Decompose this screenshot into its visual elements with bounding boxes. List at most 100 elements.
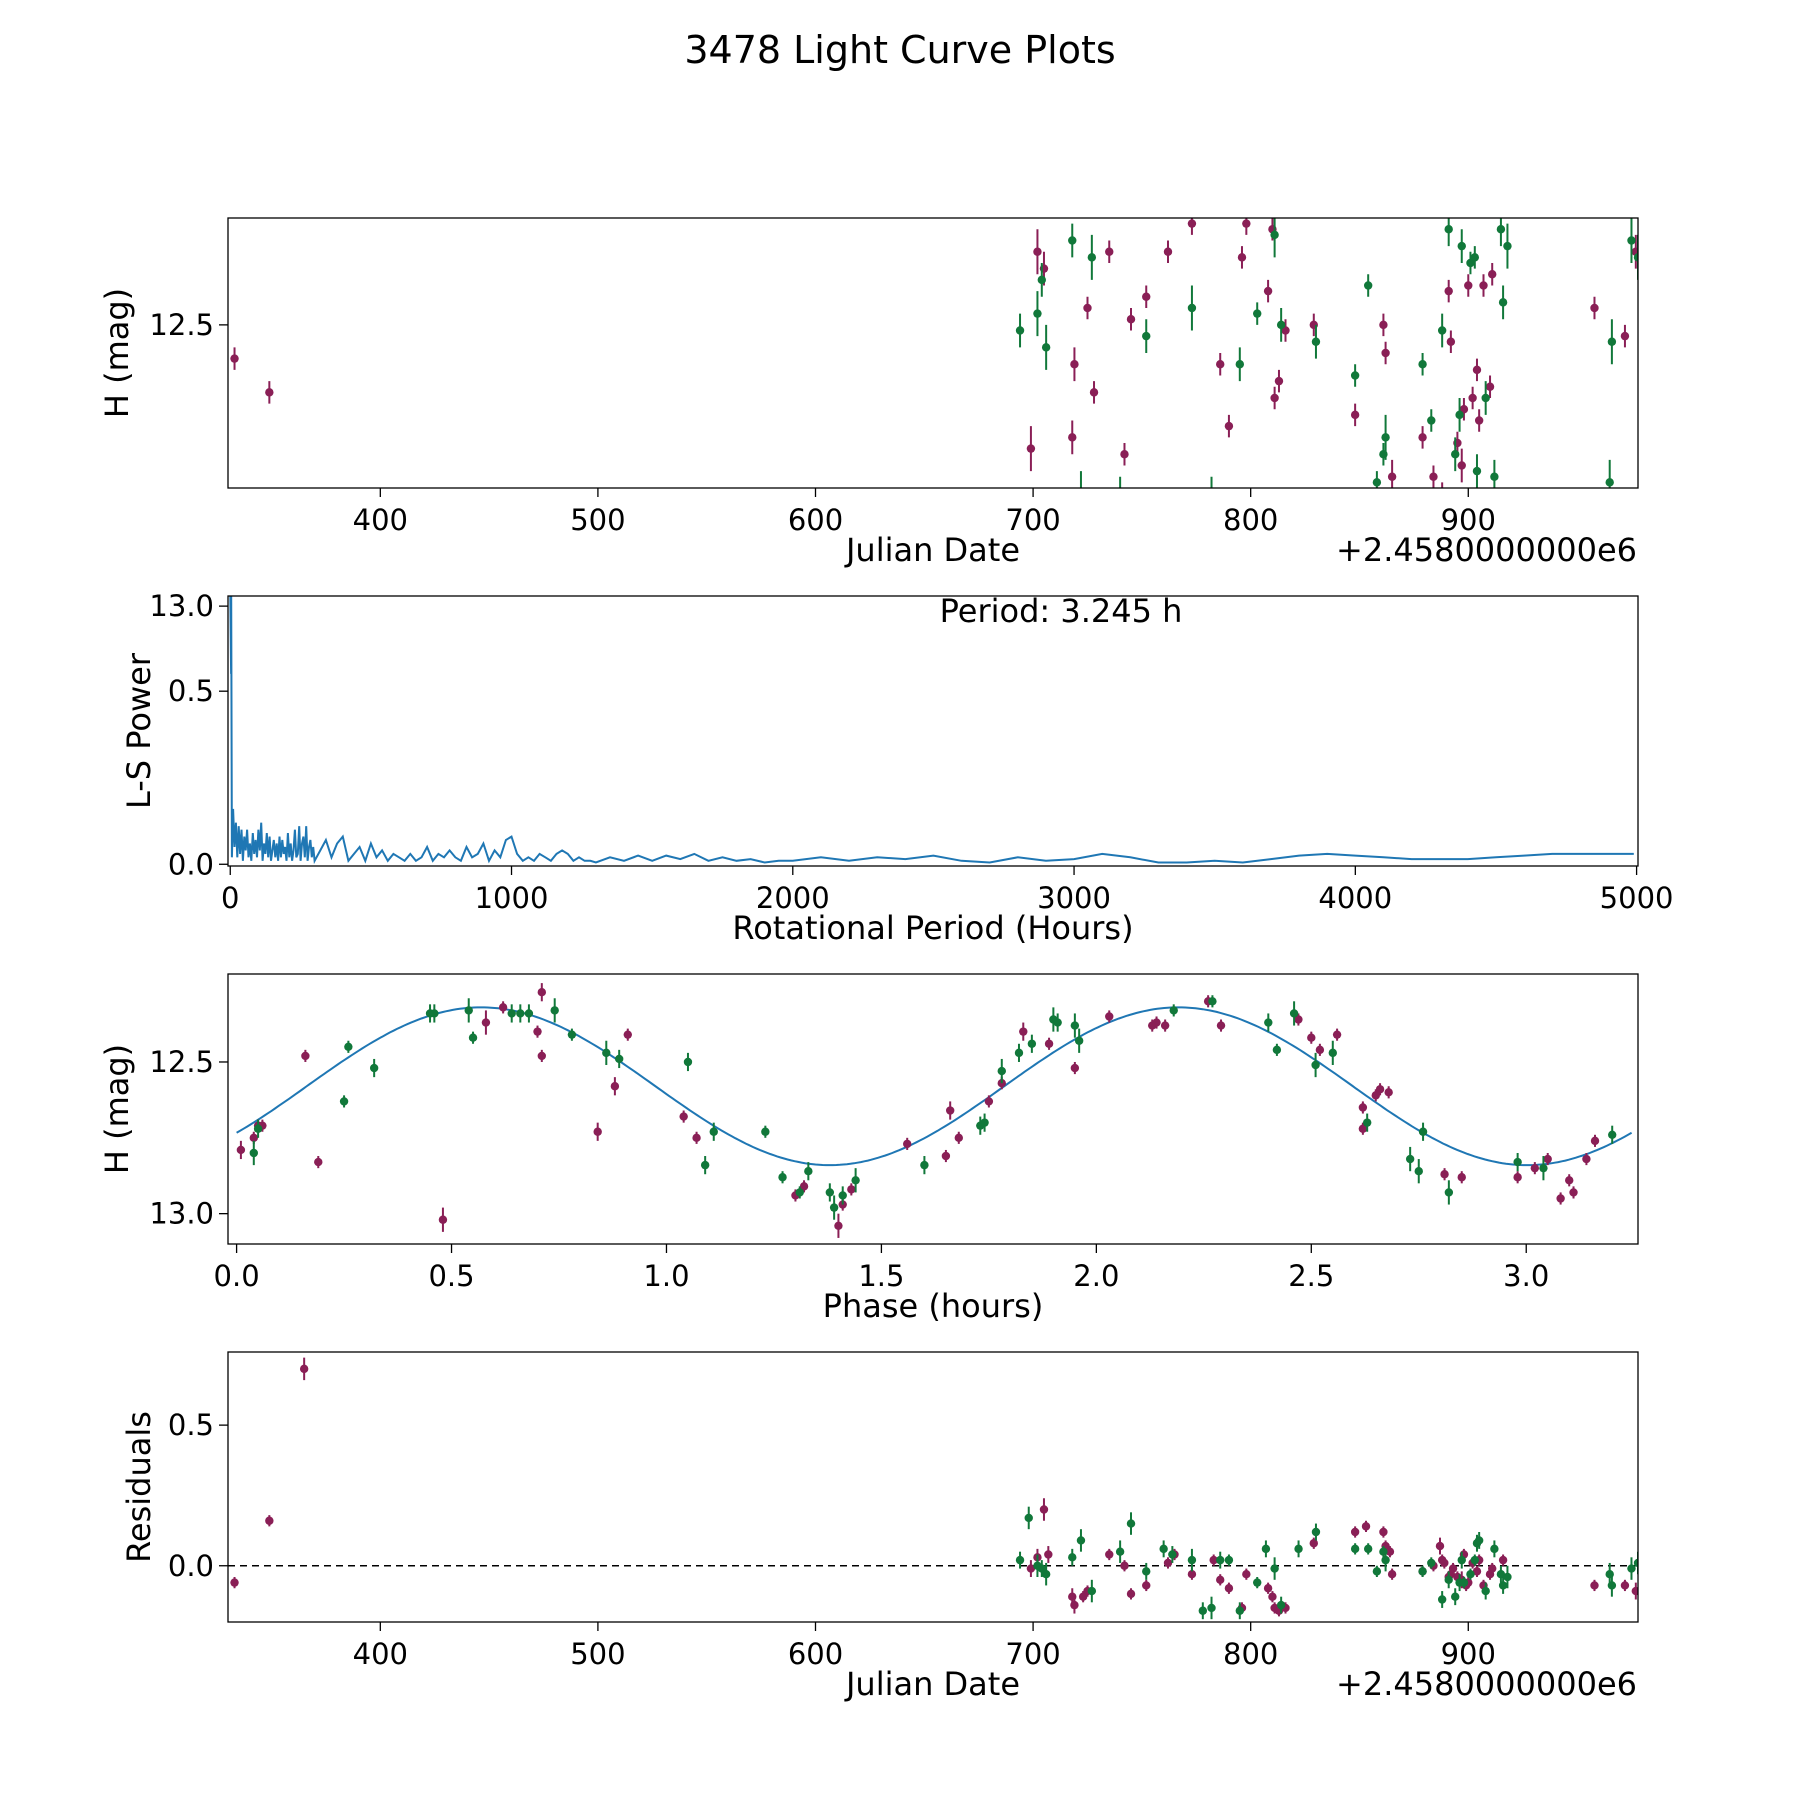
lightcurve-point bbox=[1503, 241, 1512, 251]
lightcurve-point bbox=[1607, 337, 1617, 346]
lightcurve-point bbox=[1311, 337, 1321, 346]
phased-point bbox=[1457, 1173, 1466, 1182]
periodogram-xtick-label: 3000 bbox=[1037, 881, 1111, 915]
residuals-point bbox=[1427, 1558, 1436, 1568]
residuals-point bbox=[1418, 1567, 1427, 1576]
residuals-point bbox=[1361, 1522, 1371, 1531]
lightcurve-point bbox=[1633, 253, 1638, 262]
residuals-point bbox=[1498, 1581, 1508, 1590]
phased-point bbox=[344, 1042, 353, 1052]
lightcurve-point bbox=[1168, 512, 1176, 520]
residuals-xlabel: Julian Date bbox=[844, 1665, 1020, 1703]
phased-xtick-label: 1.5 bbox=[858, 1259, 904, 1293]
residuals-point bbox=[1459, 1578, 1469, 1587]
lightcurve-point bbox=[1235, 360, 1245, 369]
lightcurve-point bbox=[1224, 421, 1234, 431]
phased-point bbox=[1530, 1163, 1540, 1173]
phased-point bbox=[1582, 1154, 1591, 1164]
residuals-xtick-label: 700 bbox=[1005, 1637, 1060, 1671]
phased-point bbox=[610, 1082, 620, 1091]
residuals-point bbox=[1387, 1569, 1397, 1579]
lightcurve-point bbox=[1263, 286, 1273, 296]
residuals-point bbox=[1457, 1555, 1466, 1565]
phased-point bbox=[709, 1127, 718, 1136]
lightcurve-point bbox=[1025, 540, 1033, 548]
phased-point bbox=[481, 1018, 491, 1027]
residuals-point bbox=[1372, 1567, 1382, 1576]
phased-point bbox=[1569, 1188, 1578, 1197]
lightcurve-point bbox=[1437, 326, 1447, 335]
phased-point bbox=[1307, 1033, 1316, 1042]
lightcurve-point bbox=[1488, 270, 1497, 279]
phased-point bbox=[498, 1003, 508, 1012]
residuals-point bbox=[1496, 1569, 1506, 1579]
residuals-point bbox=[1068, 1553, 1077, 1562]
lightcurve-point bbox=[1590, 303, 1599, 313]
residuals-point bbox=[1363, 1544, 1373, 1554]
phased-point bbox=[1311, 1060, 1320, 1070]
phased-point bbox=[537, 988, 547, 997]
residuals-point bbox=[1309, 1539, 1318, 1548]
phased-point bbox=[1208, 997, 1217, 1006]
lightcurve-point bbox=[1481, 393, 1490, 403]
residuals-point bbox=[1263, 1584, 1273, 1593]
residuals-point bbox=[230, 1578, 239, 1587]
phased-point bbox=[533, 1027, 542, 1036]
phased-points bbox=[236, 983, 1617, 1238]
residuals-point bbox=[1070, 1600, 1079, 1610]
residuals-point bbox=[1087, 1586, 1097, 1596]
lightcurve-point bbox=[1362, 591, 1370, 599]
periodogram-xtick-label: 0 bbox=[221, 881, 239, 915]
lightcurve-xtick-label: 800 bbox=[1223, 503, 1278, 537]
phased-ytick-label: 12.5 bbox=[149, 1045, 214, 1079]
lightcurve-point bbox=[1479, 281, 1488, 290]
lightcurve-point bbox=[1087, 253, 1097, 262]
lightcurve-point bbox=[1472, 466, 1482, 476]
lightcurve-point bbox=[1418, 433, 1427, 442]
phased-point bbox=[984, 1097, 994, 1106]
lightcurve-point bbox=[1444, 286, 1453, 296]
lightcurve-point bbox=[1083, 303, 1092, 313]
lightcurve-point bbox=[1381, 348, 1390, 358]
residuals-ticks: 400 500 600 700 800 900 0.0 0.5 bbox=[168, 1408, 1496, 1671]
lightcurve-point bbox=[1041, 343, 1051, 352]
phased-point bbox=[903, 1139, 912, 1149]
residuals-point bbox=[1253, 1578, 1262, 1587]
residuals-point bbox=[1276, 1600, 1286, 1610]
lightcurve-xtick-label: 500 bbox=[570, 503, 625, 537]
lightcurve-points bbox=[230, 218, 1638, 599]
phased-axes-frame bbox=[227, 973, 1639, 1245]
residuals-point bbox=[1451, 1592, 1460, 1601]
residuals-marks bbox=[228, 1357, 1638, 1620]
lightcurve-point bbox=[230, 354, 239, 363]
phased-point bbox=[1264, 1018, 1273, 1027]
phased-point bbox=[997, 1066, 1006, 1076]
periodogram-xlabel: Rotational Period (Hours) bbox=[732, 909, 1133, 947]
phased-point bbox=[997, 1079, 1006, 1088]
lightcurve-marks bbox=[230, 218, 1638, 599]
lightcurve-point bbox=[1379, 320, 1388, 330]
residuals-point bbox=[1590, 1581, 1599, 1590]
residuals-point bbox=[1503, 1572, 1512, 1582]
residuals-point bbox=[1026, 1564, 1036, 1573]
phased-point bbox=[851, 1176, 860, 1185]
residuals-ytick-label: 0.5 bbox=[168, 1408, 214, 1442]
phased-point bbox=[1556, 1194, 1565, 1203]
residuals-point bbox=[1472, 1567, 1482, 1576]
lightcurve-xlabel: Julian Date bbox=[844, 531, 1020, 569]
lightcurve-point bbox=[1209, 506, 1217, 514]
phased-point bbox=[1053, 1018, 1062, 1027]
phased-ytick-label: 13.0 bbox=[149, 1197, 214, 1231]
phased-point bbox=[438, 1215, 448, 1224]
residuals-point bbox=[1224, 1584, 1234, 1593]
residuals-point bbox=[1437, 1595, 1447, 1604]
phased-point bbox=[464, 1006, 473, 1015]
phased-point bbox=[1543, 1154, 1552, 1164]
residuals-xtick-label: 800 bbox=[1223, 1637, 1278, 1671]
residuals-point bbox=[1379, 1527, 1388, 1537]
residuals-xtick-label: 600 bbox=[788, 1637, 843, 1671]
phased-point bbox=[249, 1148, 258, 1158]
phased-point bbox=[249, 1133, 258, 1143]
residuals-point bbox=[1466, 1569, 1475, 1579]
phased-ticks: 0.0 0.5 1.0 1.5 2.0 2.5 3.0 13.0 12.5 bbox=[149, 1045, 1549, 1293]
